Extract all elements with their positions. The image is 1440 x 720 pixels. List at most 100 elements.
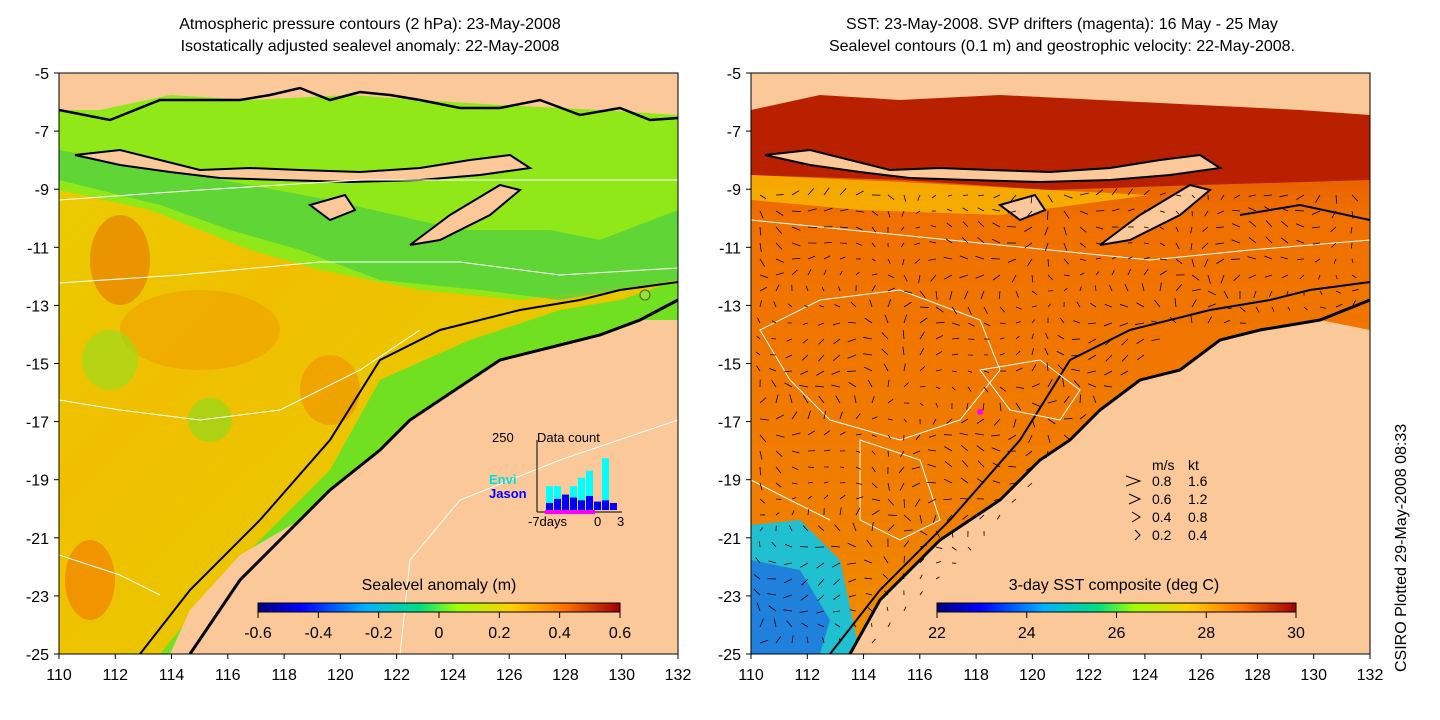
velocity-arrow [855, 271, 860, 276]
velocity-arrow [871, 210, 879, 216]
velocity-arrow [1047, 274, 1053, 281]
velocity-arrow [1141, 282, 1145, 292]
velocity-arrow [783, 578, 793, 584]
velocity-arrow [1333, 258, 1337, 264]
velocity-arrow [1047, 210, 1049, 220]
velocity-arrow [759, 286, 768, 292]
velocity-arrow [979, 514, 985, 520]
velocity-arrow [883, 556, 889, 564]
velocity-arrow [1268, 290, 1273, 298]
inset-bar-envi [570, 486, 577, 498]
velocity-arrow [1015, 335, 1020, 340]
velocity-arrow [943, 498, 953, 501]
velocity-arrow [967, 546, 972, 551]
velocity-arrow [959, 432, 969, 436]
velocity-arrow [1233, 274, 1241, 282]
velocity-arrow [1280, 256, 1289, 260]
velocity-arrow [871, 396, 875, 404]
velocity-arrow [783, 594, 793, 599]
velocity-arrow [1351, 300, 1356, 308]
velocity-arrow [775, 414, 785, 420]
velocity-arrow [999, 322, 1006, 325]
velocity-arrow [1207, 290, 1217, 296]
velocity-arrow [831, 370, 841, 375]
velocity-arrow [784, 370, 793, 373]
velocity-arrow [801, 622, 809, 628]
right-x-tick-label: 128 [1244, 667, 1271, 684]
velocity-arrow [898, 466, 905, 474]
velocity-arrow [1207, 303, 1216, 308]
velocity-arrow [1335, 274, 1338, 280]
velocity-arrow [1191, 274, 1200, 281]
velocity-arrow [1247, 256, 1257, 260]
velocity-arrow [802, 354, 809, 361]
velocity-arrow [848, 382, 857, 388]
right-panel-title: SST: 23-May-2008. SVP drifters (magenta)… [752, 14, 1372, 58]
velocity-arrow [1095, 226, 1104, 230]
velocity-arrow [834, 304, 841, 308]
sumba-island-right [997, 193, 1047, 222]
data-count-inset: 250 Data count Envi Jason -7days 0 3 [489, 430, 624, 529]
velocity-arrow [1264, 206, 1273, 212]
velocity-arrow [834, 524, 841, 532]
velocity-arrow [854, 395, 857, 404]
velocity-arrow [903, 382, 909, 388]
right-y-tick-label: -11 [719, 240, 741, 257]
velocity-arrow [1011, 274, 1017, 283]
velocity-arrow [1063, 418, 1073, 420]
velocity-arrow [884, 314, 889, 324]
velocity-arrow [951, 322, 960, 326]
velocity-arrow [1024, 242, 1033, 249]
cool-strip [751, 175, 1150, 215]
velocity-arrow [943, 478, 953, 484]
velocity-arrow [807, 509, 810, 516]
sealevel-contour [751, 479, 831, 521]
velocity-arrow [901, 210, 905, 217]
nusa-tenggara-islands-right [764, 148, 1223, 184]
right-y-tick-label: -9 [727, 182, 741, 199]
velocity-arrow [1011, 498, 1017, 503]
velocity-arrow [1136, 302, 1145, 308]
velocity-arrow [1233, 194, 1241, 199]
velocity-arrow [1285, 290, 1289, 297]
velocity-arrow [935, 546, 943, 550]
velocity-arrow [838, 286, 841, 292]
northern-coastline [59, 86, 678, 122]
velocity-arrow [871, 416, 878, 420]
inset-x-mid-label: 0 [594, 514, 601, 529]
velocity-arrow [849, 609, 857, 612]
velocity-arrow [964, 290, 969, 300]
velocity-arrow [1073, 380, 1081, 388]
pressure-contour [59, 179, 678, 201]
velocity-arrow [946, 208, 953, 212]
velocity-arrow [1330, 226, 1337, 233]
right-y-tick-label: -17 [718, 415, 741, 432]
velocity-arrow [887, 450, 890, 457]
velocity-arrow [758, 541, 761, 548]
right-map [751, 73, 1370, 654]
velocity-arrow [753, 588, 761, 596]
velocity-arrow [759, 274, 769, 279]
velocity-arrow [775, 466, 782, 474]
velocity-arrow [1350, 242, 1353, 249]
inset-bar-jason [570, 497, 577, 510]
right-x-tick-label: 118 [963, 667, 989, 684]
inset-bar-envi [586, 470, 593, 496]
velocity-arrow [962, 514, 969, 520]
velocity-arrow [978, 194, 985, 197]
velocity-arrow [1010, 194, 1017, 202]
left-x-tick-label: 124 [440, 667, 467, 684]
right-x-tick-label: 120 [1019, 667, 1046, 684]
velocity-arrow [951, 370, 957, 373]
velocity-arrow [1136, 338, 1145, 345]
velocity-arrow [1287, 306, 1291, 311]
velocity-arrow [887, 399, 894, 404]
velocity-arrow [1175, 226, 1179, 233]
velocity-arrow [887, 418, 893, 421]
velocity-arrow [919, 591, 923, 596]
velocity-arrow [967, 306, 972, 315]
velocity-arrow [1127, 208, 1135, 212]
velocity-arrow [1008, 466, 1017, 468]
left-x-tick-label: 130 [608, 667, 635, 684]
right-y-tick-label: -23 [718, 589, 741, 606]
